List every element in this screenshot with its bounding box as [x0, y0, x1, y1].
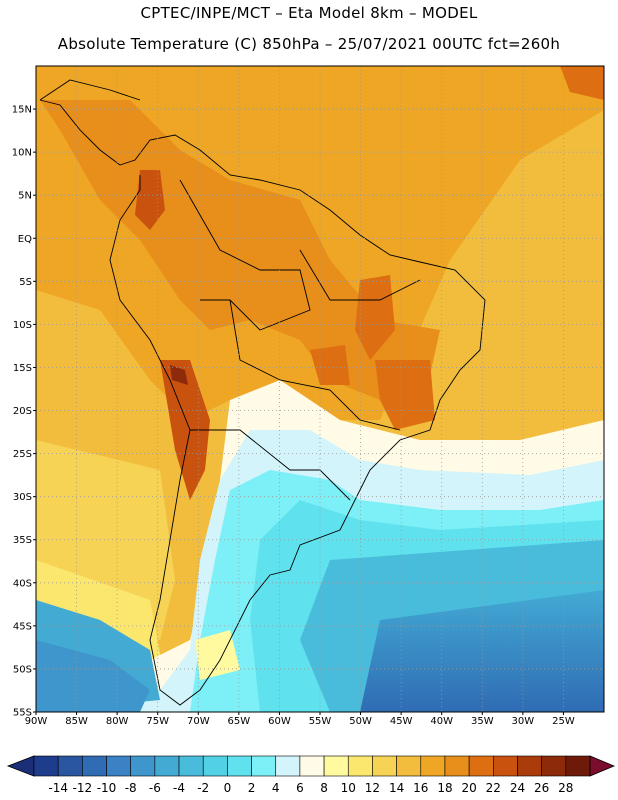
border-north [179, 179, 311, 331]
lon-tick-label: 45W [390, 716, 413, 727]
lat-tick-label: 40S [13, 578, 32, 589]
colorbar-swatch [444, 755, 470, 777]
lat-tick-label: 35S [13, 535, 32, 546]
lon-tick-label: 25W [552, 716, 575, 727]
lat-tick-label: 45S [13, 621, 32, 632]
colorbar-swatch [227, 755, 252, 777]
colorbar: -14 -12 -10 -8 -6 -4 -2 0 2 4 6 8 10 12 14 16 18 20 22 24 26… [6, 755, 616, 795]
lon-tick-label: 50W [349, 716, 372, 727]
lon-tick-label: 40W [430, 716, 453, 727]
field-22-24-se [375, 360, 435, 430]
colorbar-label: 2 [248, 781, 256, 795]
lon-tick-label: 60W [268, 716, 291, 727]
colorbar-swatch [517, 755, 542, 777]
lat-tick-label: 30S [13, 492, 32, 503]
lat-tick-label: 5N [18, 191, 32, 202]
colorbar-label: 0 [224, 781, 232, 795]
field-24-26-andes [160, 360, 210, 500]
colorbar-swatch [372, 755, 397, 777]
colorbar-label: 6 [296, 781, 304, 795]
lon-tick-label: 65W [228, 716, 251, 727]
colorbar-label: 14 [389, 781, 404, 795]
colorbar-label: -14 [48, 781, 68, 795]
colorbar-swatch [33, 755, 59, 777]
longitude-labels: 90W 85W 80W 75W 70W 65W 60W 55W 50W 45W 40W 35W 30W 2… [25, 712, 575, 727]
colorbar-swatch [202, 755, 228, 777]
colorbar-swatch [275, 755, 301, 777]
colorbar-swatch [251, 755, 277, 777]
colorbar-label: 8 [320, 781, 328, 795]
colorbar-swatch [323, 755, 349, 777]
colorbar-label: -10 [97, 781, 117, 795]
lon-tick-label: 75W [146, 716, 169, 727]
colorbar-swatch [420, 755, 446, 777]
lon-tick-label: 35W [471, 716, 494, 727]
colorbar-label: 28 [558, 781, 573, 795]
south-america-outline [39, 99, 486, 706]
lon-tick-label: 80W [106, 716, 129, 727]
lon-tick-label: 70W [187, 716, 210, 727]
lon-tick-label: 90W [25, 716, 48, 727]
lat-tick-label: 5S [19, 277, 32, 288]
lat-lon-grid [36, 66, 604, 712]
colorbar-label: -4 [173, 781, 185, 795]
lat-tick-label: EQ [18, 234, 32, 245]
lon-tick-label: 85W [65, 716, 88, 727]
map-title-line-1: CPTEC/INPE/MCT – Eta Model 8km – MODEL [140, 4, 478, 22]
colorbar-label: -12 [73, 781, 93, 795]
colorbar-label: -8 [125, 781, 137, 795]
colorbar-swatch [57, 755, 83, 777]
colorbar-over-arrow [589, 755, 616, 777]
colorbar-swatch [396, 755, 422, 777]
colorbar-label: 18 [437, 781, 452, 795]
colorbar-label: 4 [272, 781, 280, 795]
colorbar-label: 22 [486, 781, 501, 795]
map-title-line-2: Absolute Temperature (C) 850hPa – 25/07/… [57, 35, 561, 53]
colorbar-label: 26 [534, 781, 549, 795]
field-cold-southwest-2 [36, 640, 150, 712]
colorbar-swatch [82, 755, 107, 777]
border-central [229, 299, 401, 431]
colorbar-label: 10 [341, 781, 356, 795]
lon-tick-label: 55W [309, 716, 332, 727]
central-america-outline [39, 79, 141, 101]
lat-tick-label: 50S [13, 664, 32, 675]
colorbar-label: 24 [510, 781, 525, 795]
colorbar-swatch [541, 755, 567, 777]
colorbar-swatch [493, 755, 518, 777]
colorbar-label: 16 [413, 781, 428, 795]
colorbar-swatch [178, 755, 204, 777]
border-brazil-states [299, 249, 421, 301]
lon-tick-label: 30W [512, 716, 535, 727]
colorbar-label: 20 [461, 781, 476, 795]
lat-tick-label: 20S [13, 406, 32, 417]
field-22-24-brazil [355, 275, 395, 360]
colorbar-under-arrow [6, 755, 35, 777]
field-22-24-ne [560, 66, 604, 100]
latitude-labels: 15N 10N 5N EQ 5S 10S 15S 20S 25S 30S 35S 40S 45S 50S 5… [12, 105, 36, 719]
colorbar-swatch [299, 755, 325, 777]
colorbar-label: 12 [365, 781, 380, 795]
coastlines [39, 79, 486, 706]
colorbar-swatch [106, 755, 131, 777]
colorbar-label: -2 [197, 781, 209, 795]
field-26-28 [170, 365, 188, 385]
lat-tick-label: 55S [13, 708, 32, 719]
lat-tick-label: 10S [13, 320, 32, 331]
colorbar-swatch [347, 755, 373, 777]
colorbar-swatch [154, 755, 180, 777]
lat-tick-label: 15S [13, 363, 32, 374]
lat-tick-label: 15N [12, 105, 32, 116]
colorbar-swatch [130, 755, 156, 777]
colorbar-label: -6 [149, 781, 161, 795]
border-south [190, 429, 351, 501]
colorbar-swatch [468, 755, 494, 777]
lat-tick-label: 10N [12, 148, 32, 159]
lat-tick-label: 25S [13, 449, 32, 460]
colorbar-swatch [565, 755, 591, 777]
